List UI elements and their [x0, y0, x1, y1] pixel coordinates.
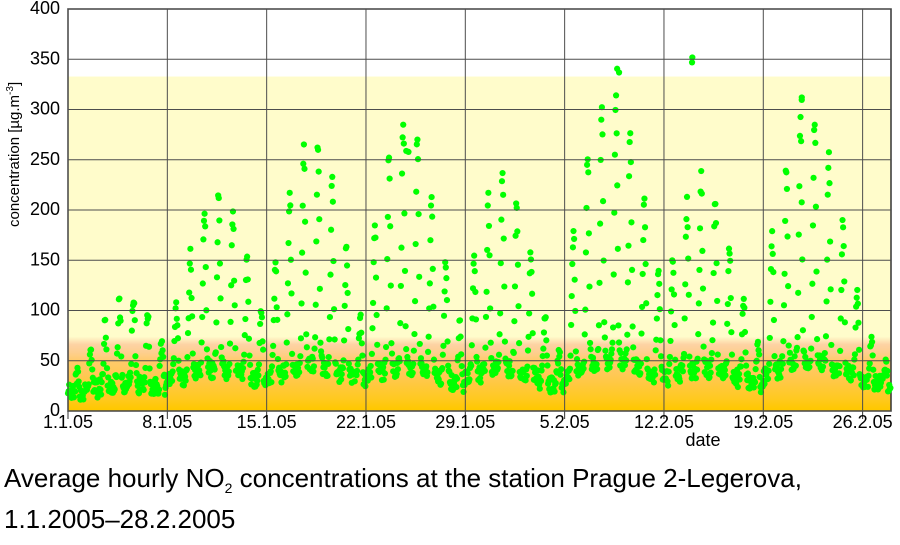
svg-text:26.2.05: 26.2.05 — [833, 412, 893, 432]
svg-text:date: date — [685, 430, 720, 450]
svg-text:200: 200 — [30, 199, 60, 219]
svg-text:8.1.05: 8.1.05 — [142, 412, 192, 432]
svg-text:5.2.05: 5.2.05 — [540, 412, 590, 432]
svg-text:0: 0 — [50, 400, 60, 420]
svg-text:250: 250 — [30, 149, 60, 169]
svg-text:100: 100 — [30, 300, 60, 320]
svg-text:300: 300 — [30, 99, 60, 119]
svg-text:19.2.05: 19.2.05 — [733, 412, 793, 432]
svg-text:400: 400 — [30, 0, 60, 18]
svg-text:29.1.05: 29.1.05 — [435, 412, 495, 432]
svg-text:15.1.05: 15.1.05 — [237, 412, 297, 432]
svg-text:22.1.05: 22.1.05 — [336, 412, 396, 432]
svg-text:150: 150 — [30, 249, 60, 269]
svg-text:350: 350 — [30, 48, 60, 68]
svg-text:50: 50 — [40, 350, 60, 370]
svg-text:12.2.05: 12.2.05 — [634, 412, 694, 432]
